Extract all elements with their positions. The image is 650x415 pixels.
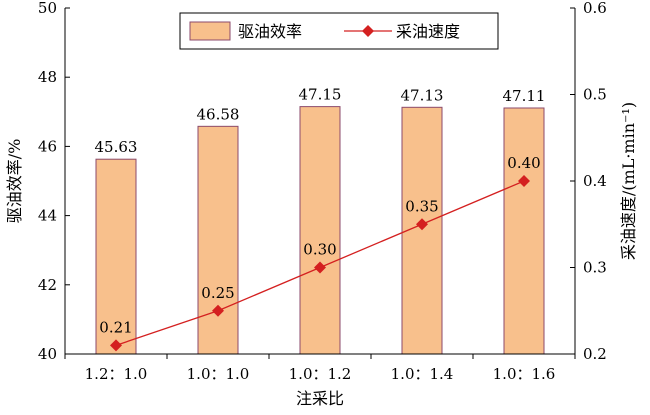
bar-value-label-3: 47.15 <box>299 86 342 104</box>
y-left-tick-label-44: 44 <box>38 207 57 225</box>
speed-point-2 <box>212 304 224 317</box>
speed-point-3 <box>314 261 326 274</box>
speed-value-label-3: 0.30 <box>303 241 336 259</box>
x-tick-label-4: 1.0：1.4 <box>391 365 454 383</box>
bar-value-label-5: 47.11 <box>503 87 546 105</box>
y-left-tick-label-46: 46 <box>38 137 57 155</box>
x-tick-label-3: 1.0：1.2 <box>289 365 352 383</box>
y-right-tick-label-0.3: 0.3 <box>583 259 607 277</box>
legend-bar-label: 驱油效率 <box>238 22 302 41</box>
bar-value-label-2: 46.58 <box>197 105 240 123</box>
y-right-axis-title: 采油速度/(mL·min⁻¹) <box>619 102 638 260</box>
bar-5 <box>503 107 545 355</box>
x-tick-label-5: 1.0：1.6 <box>493 365 556 383</box>
speed-value-label-1: 0.21 <box>99 318 132 336</box>
y-left-tick-label-40: 40 <box>38 345 57 363</box>
bar-1 <box>95 158 137 355</box>
bars-layer: 45.63 46.58 47.15 47.13 47.11 <box>95 86 546 355</box>
legend-bar-swatch <box>189 21 231 41</box>
legend-line-marker <box>362 25 374 37</box>
legend-box <box>179 12 499 50</box>
y-right-tick-label-0.2: 0.2 <box>583 345 607 363</box>
speed-value-label-5: 0.40 <box>507 154 540 172</box>
bar-value-label-1: 45.63 <box>95 138 138 156</box>
y-left-axis-title: 驱油效率/% <box>5 139 24 224</box>
line-layer: 0.21 0.25 0.30 0.35 0.40 <box>99 154 541 352</box>
x-tick-label-2: 1.0：1.0 <box>187 365 250 383</box>
y-right-tick-label-0.4: 0.4 <box>583 172 607 190</box>
speed-point-5 <box>518 175 530 187</box>
bar-2 <box>197 125 239 355</box>
bar-4 <box>401 106 443 355</box>
speed-point-1 <box>110 339 122 352</box>
y-right-tick-label-0.6: 0.6 <box>583 0 607 17</box>
y-left-tick-label-42: 42 <box>38 276 57 294</box>
x-tick-label-1: 1.2：1.0 <box>85 365 148 383</box>
bar-3 <box>299 106 341 355</box>
y-left-tick-label-48: 48 <box>38 68 57 86</box>
speed-value-label-4: 0.35 <box>405 197 438 215</box>
legend-line-label: 采油速度 <box>396 22 460 41</box>
x-axis-title: 注采比 <box>296 389 344 408</box>
y-left-tick-label-50: 50 <box>38 0 57 17</box>
axes-layer: 40 42 44 46 48 50 0.2 0.3 0.4 0.5 0.6 1.2：1.0 1.0：1.… <box>38 0 607 383</box>
speed-point-4 <box>416 218 428 231</box>
bar-value-label-4: 47.13 <box>401 86 444 104</box>
speed-value-label-2: 0.25 <box>201 284 234 302</box>
y-right-tick-label-0.5: 0.5 <box>583 86 607 104</box>
legend: 驱油效率 采油速度 <box>179 12 499 50</box>
